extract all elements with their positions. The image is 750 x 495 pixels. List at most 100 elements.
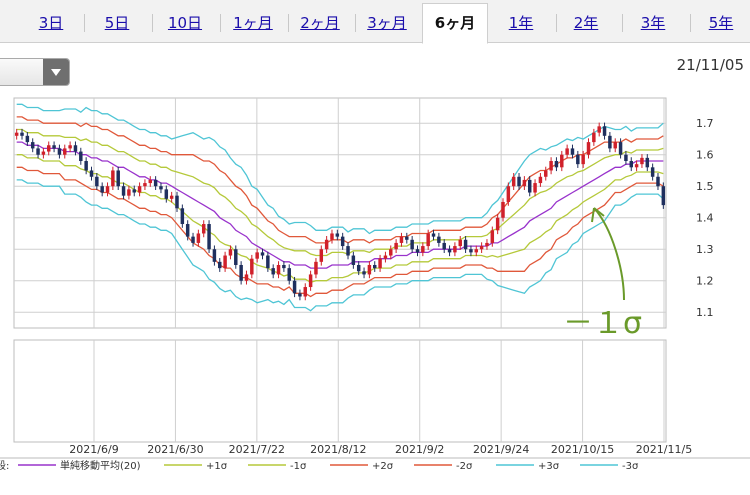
candle-body	[479, 246, 484, 250]
minus-1-sigma-line	[16, 154, 664, 284]
y-tick-label: 1.2	[696, 275, 714, 288]
tab-1-year[interactable]: 1年	[508, 14, 534, 32]
legend-label: 単純移動平均(20)	[60, 459, 141, 472]
candle-body	[608, 135, 612, 149]
tab-separator	[622, 14, 623, 32]
candle-body	[239, 264, 243, 281]
candle-body	[351, 255, 356, 265]
chart-date: 21/11/05	[676, 56, 744, 74]
tab-10-days[interactable]: 10日	[167, 14, 203, 32]
candle-body	[592, 132, 596, 143]
indicator-select[interactable]	[0, 58, 70, 86]
candle-body	[645, 157, 650, 168]
legend-label: -3σ	[622, 461, 639, 472]
candle-body	[244, 274, 249, 281]
candle-body	[175, 195, 179, 209]
candle-body	[538, 176, 543, 184]
candle-body	[89, 170, 94, 177]
candle-body	[383, 255, 388, 259]
tab-separator	[152, 14, 153, 32]
candle-body	[576, 154, 580, 165]
candle-body	[613, 142, 617, 149]
candle-body	[127, 189, 131, 196]
candle-body	[73, 145, 78, 152]
candle-body	[586, 142, 591, 155]
tab-2-years[interactable]: 2年	[573, 14, 599, 32]
candle-body	[324, 239, 329, 250]
candle-body	[399, 236, 404, 243]
candle-body	[143, 183, 147, 187]
legend-label: +1σ	[206, 461, 228, 472]
volume-panel-frame	[13, 339, 667, 443]
y-tick-label: 1.6	[696, 149, 714, 162]
candle-body	[255, 252, 259, 259]
candle-body	[223, 255, 227, 269]
candle-body	[164, 189, 169, 199]
candle-body	[501, 201, 505, 218]
candle-body	[533, 183, 537, 193]
x-tick-label: 2021/6/9	[69, 443, 118, 456]
tab-3-months[interactable]: 3ヶ月	[367, 14, 407, 32]
candle-body	[490, 230, 495, 243]
legend-lead-label: 段:	[0, 459, 9, 472]
candle-body	[453, 246, 457, 253]
chart-grid	[13, 97, 667, 443]
candle-body	[68, 145, 72, 149]
annotation-layer: －１σ	[563, 207, 642, 341]
candle-body	[618, 142, 623, 155]
candle-body	[549, 161, 553, 171]
tab-separator	[690, 14, 691, 32]
chevron-down-icon[interactable]	[43, 59, 69, 85]
tab-6-months[interactable]: 6ヶ月	[422, 3, 488, 44]
tab-separator	[220, 14, 221, 32]
candle-body	[308, 274, 313, 288]
candle-body	[661, 186, 666, 206]
candle-body	[303, 287, 307, 297]
x-tick-label: 2021/9/2	[395, 443, 444, 456]
plus-3-sigma-line	[16, 103, 664, 235]
tab-3-years[interactable]: 3年	[640, 14, 666, 32]
candle-body	[111, 170, 115, 187]
candle-body	[218, 261, 222, 269]
candle-body	[266, 255, 270, 269]
candle-body	[30, 142, 35, 149]
tab-5-years[interactable]: 5年	[708, 14, 734, 32]
legend-label: -1σ	[290, 461, 307, 472]
tab-separator	[288, 14, 289, 32]
candle-body	[522, 179, 527, 187]
x-tick-label: 2021/6/30	[147, 443, 203, 456]
candle-body	[260, 252, 265, 256]
candle-body	[426, 233, 430, 247]
candle-body	[314, 261, 318, 275]
legend-label: -2σ	[456, 461, 473, 472]
tab-3-days[interactable]: 3日	[38, 14, 64, 32]
candle-body	[132, 189, 136, 193]
candle-body	[201, 224, 206, 234]
candle-body	[447, 249, 452, 253]
y-tick-label: 1.5	[696, 180, 714, 193]
candle-body	[298, 293, 302, 297]
plus-1-sigma-line	[16, 128, 664, 257]
y-tick-label: 1.3	[696, 243, 714, 256]
y-tick-label: 1.1	[696, 306, 714, 319]
minus-1-sigma-annotation: －１σ	[563, 306, 642, 341]
candle-body	[276, 264, 281, 275]
candle-body	[95, 176, 99, 187]
tab-2-months[interactable]: 2ヶ月	[300, 14, 340, 32]
candle-body	[169, 195, 174, 199]
candle-body	[116, 170, 120, 187]
candle-body	[469, 249, 473, 253]
candle-body	[624, 154, 628, 162]
candle-body	[458, 239, 462, 247]
candle-body	[292, 280, 297, 294]
candle-body	[36, 148, 40, 155]
tab-5-days[interactable]: 5日	[104, 14, 130, 32]
candle-body	[431, 233, 436, 237]
candle-body	[100, 186, 104, 193]
tab-1-month[interactable]: 1ヶ月	[233, 14, 273, 32]
candle-body	[656, 176, 660, 187]
y-tick-label: 1.4	[696, 212, 714, 225]
candle-body	[79, 151, 83, 162]
chart-legend: 段: 単純移動平均(20) +1σ -1σ +2σ -2σ +3σ -3σ	[0, 457, 750, 472]
